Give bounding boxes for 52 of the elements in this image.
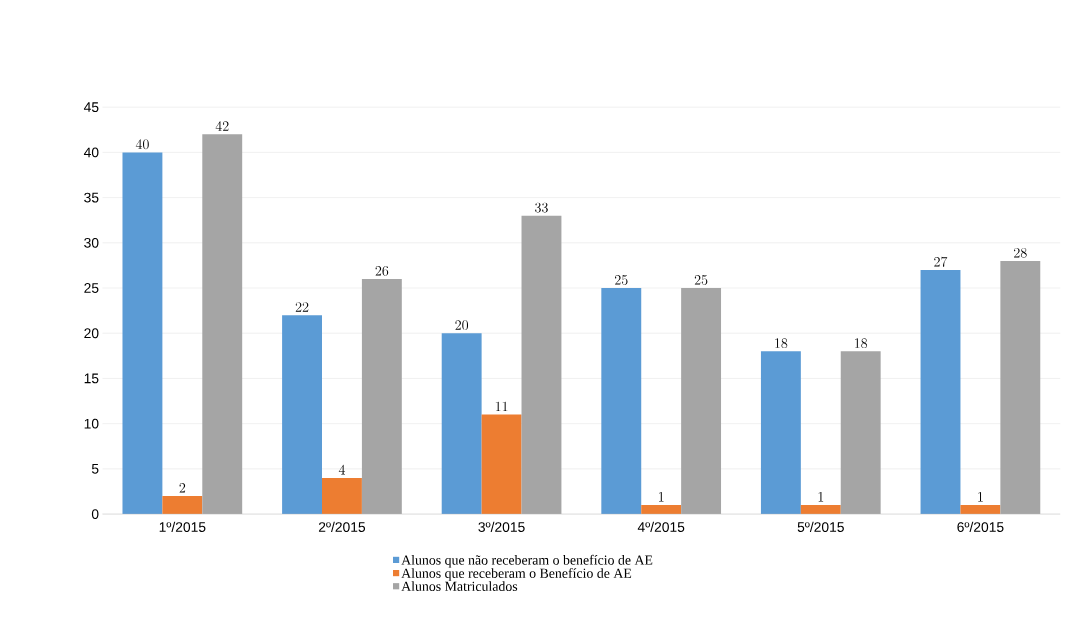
data-label: 18 bbox=[855, 338, 868, 348]
y-tick-label: 30 bbox=[84, 237, 99, 248]
data-label: 33 bbox=[535, 202, 548, 213]
data-label: 22 bbox=[295, 302, 309, 312]
x-tick-label: 5º/2015 bbox=[797, 521, 844, 532]
bar bbox=[322, 477, 362, 514]
bar bbox=[441, 333, 482, 514]
y-tick-label: 20 bbox=[84, 328, 99, 339]
data-label: 42 bbox=[215, 121, 229, 131]
data-label: 20 bbox=[455, 320, 469, 330]
x-tick-label: 3º/2015 bbox=[478, 521, 525, 532]
y-tick-label: 15 bbox=[84, 373, 99, 384]
y-tick-label: 25 bbox=[84, 283, 99, 293]
data-label: 27 bbox=[934, 256, 948, 267]
data-label: 28 bbox=[1014, 247, 1027, 258]
legend-label: Alunos Matriculados bbox=[401, 581, 518, 591]
y-tick-label: 45 bbox=[83, 102, 99, 112]
data-label: 25 bbox=[615, 274, 628, 285]
x-tick-label: 4º/2015 bbox=[637, 521, 685, 532]
bar bbox=[202, 134, 243, 514]
bar bbox=[521, 215, 562, 514]
bar bbox=[840, 351, 881, 514]
bar bbox=[481, 414, 522, 514]
x-tick-label: 1º/2015 bbox=[159, 521, 206, 532]
data-label: 4 bbox=[338, 464, 346, 475]
bar bbox=[282, 315, 322, 514]
bar bbox=[760, 351, 801, 514]
legend-label: Alunos que receberam o Benefício de AE bbox=[401, 567, 632, 581]
y-tick-label: 40 bbox=[83, 147, 99, 158]
y-tick-label: 10 bbox=[84, 418, 99, 429]
y-tick-label: 5 bbox=[91, 463, 99, 474]
x-tick-label: 2º/2015 bbox=[318, 521, 366, 532]
bar bbox=[162, 495, 203, 514]
legend-label: Alunos que não receberam o benefício de AE bbox=[401, 554, 653, 568]
x-tick-label: 6º/2015 bbox=[957, 521, 1004, 532]
bar bbox=[601, 287, 642, 514]
y-tick-label: 0 bbox=[91, 509, 99, 519]
data-label: 1 bbox=[818, 491, 824, 502]
data-label: 1 bbox=[659, 491, 664, 502]
data-label: 25 bbox=[694, 274, 708, 285]
y-tick-label: 35 bbox=[84, 192, 99, 203]
data-label: 40 bbox=[135, 139, 149, 150]
data-label: 1 bbox=[978, 491, 983, 502]
bar bbox=[361, 278, 402, 514]
bar bbox=[920, 269, 961, 514]
data-label: 11 bbox=[495, 401, 508, 411]
bar bbox=[1000, 260, 1041, 514]
data-label: 18 bbox=[775, 338, 788, 348]
bar bbox=[681, 287, 722, 514]
data-label: 2 bbox=[179, 482, 186, 493]
data-label: 26 bbox=[375, 265, 389, 276]
bar bbox=[122, 152, 163, 514]
